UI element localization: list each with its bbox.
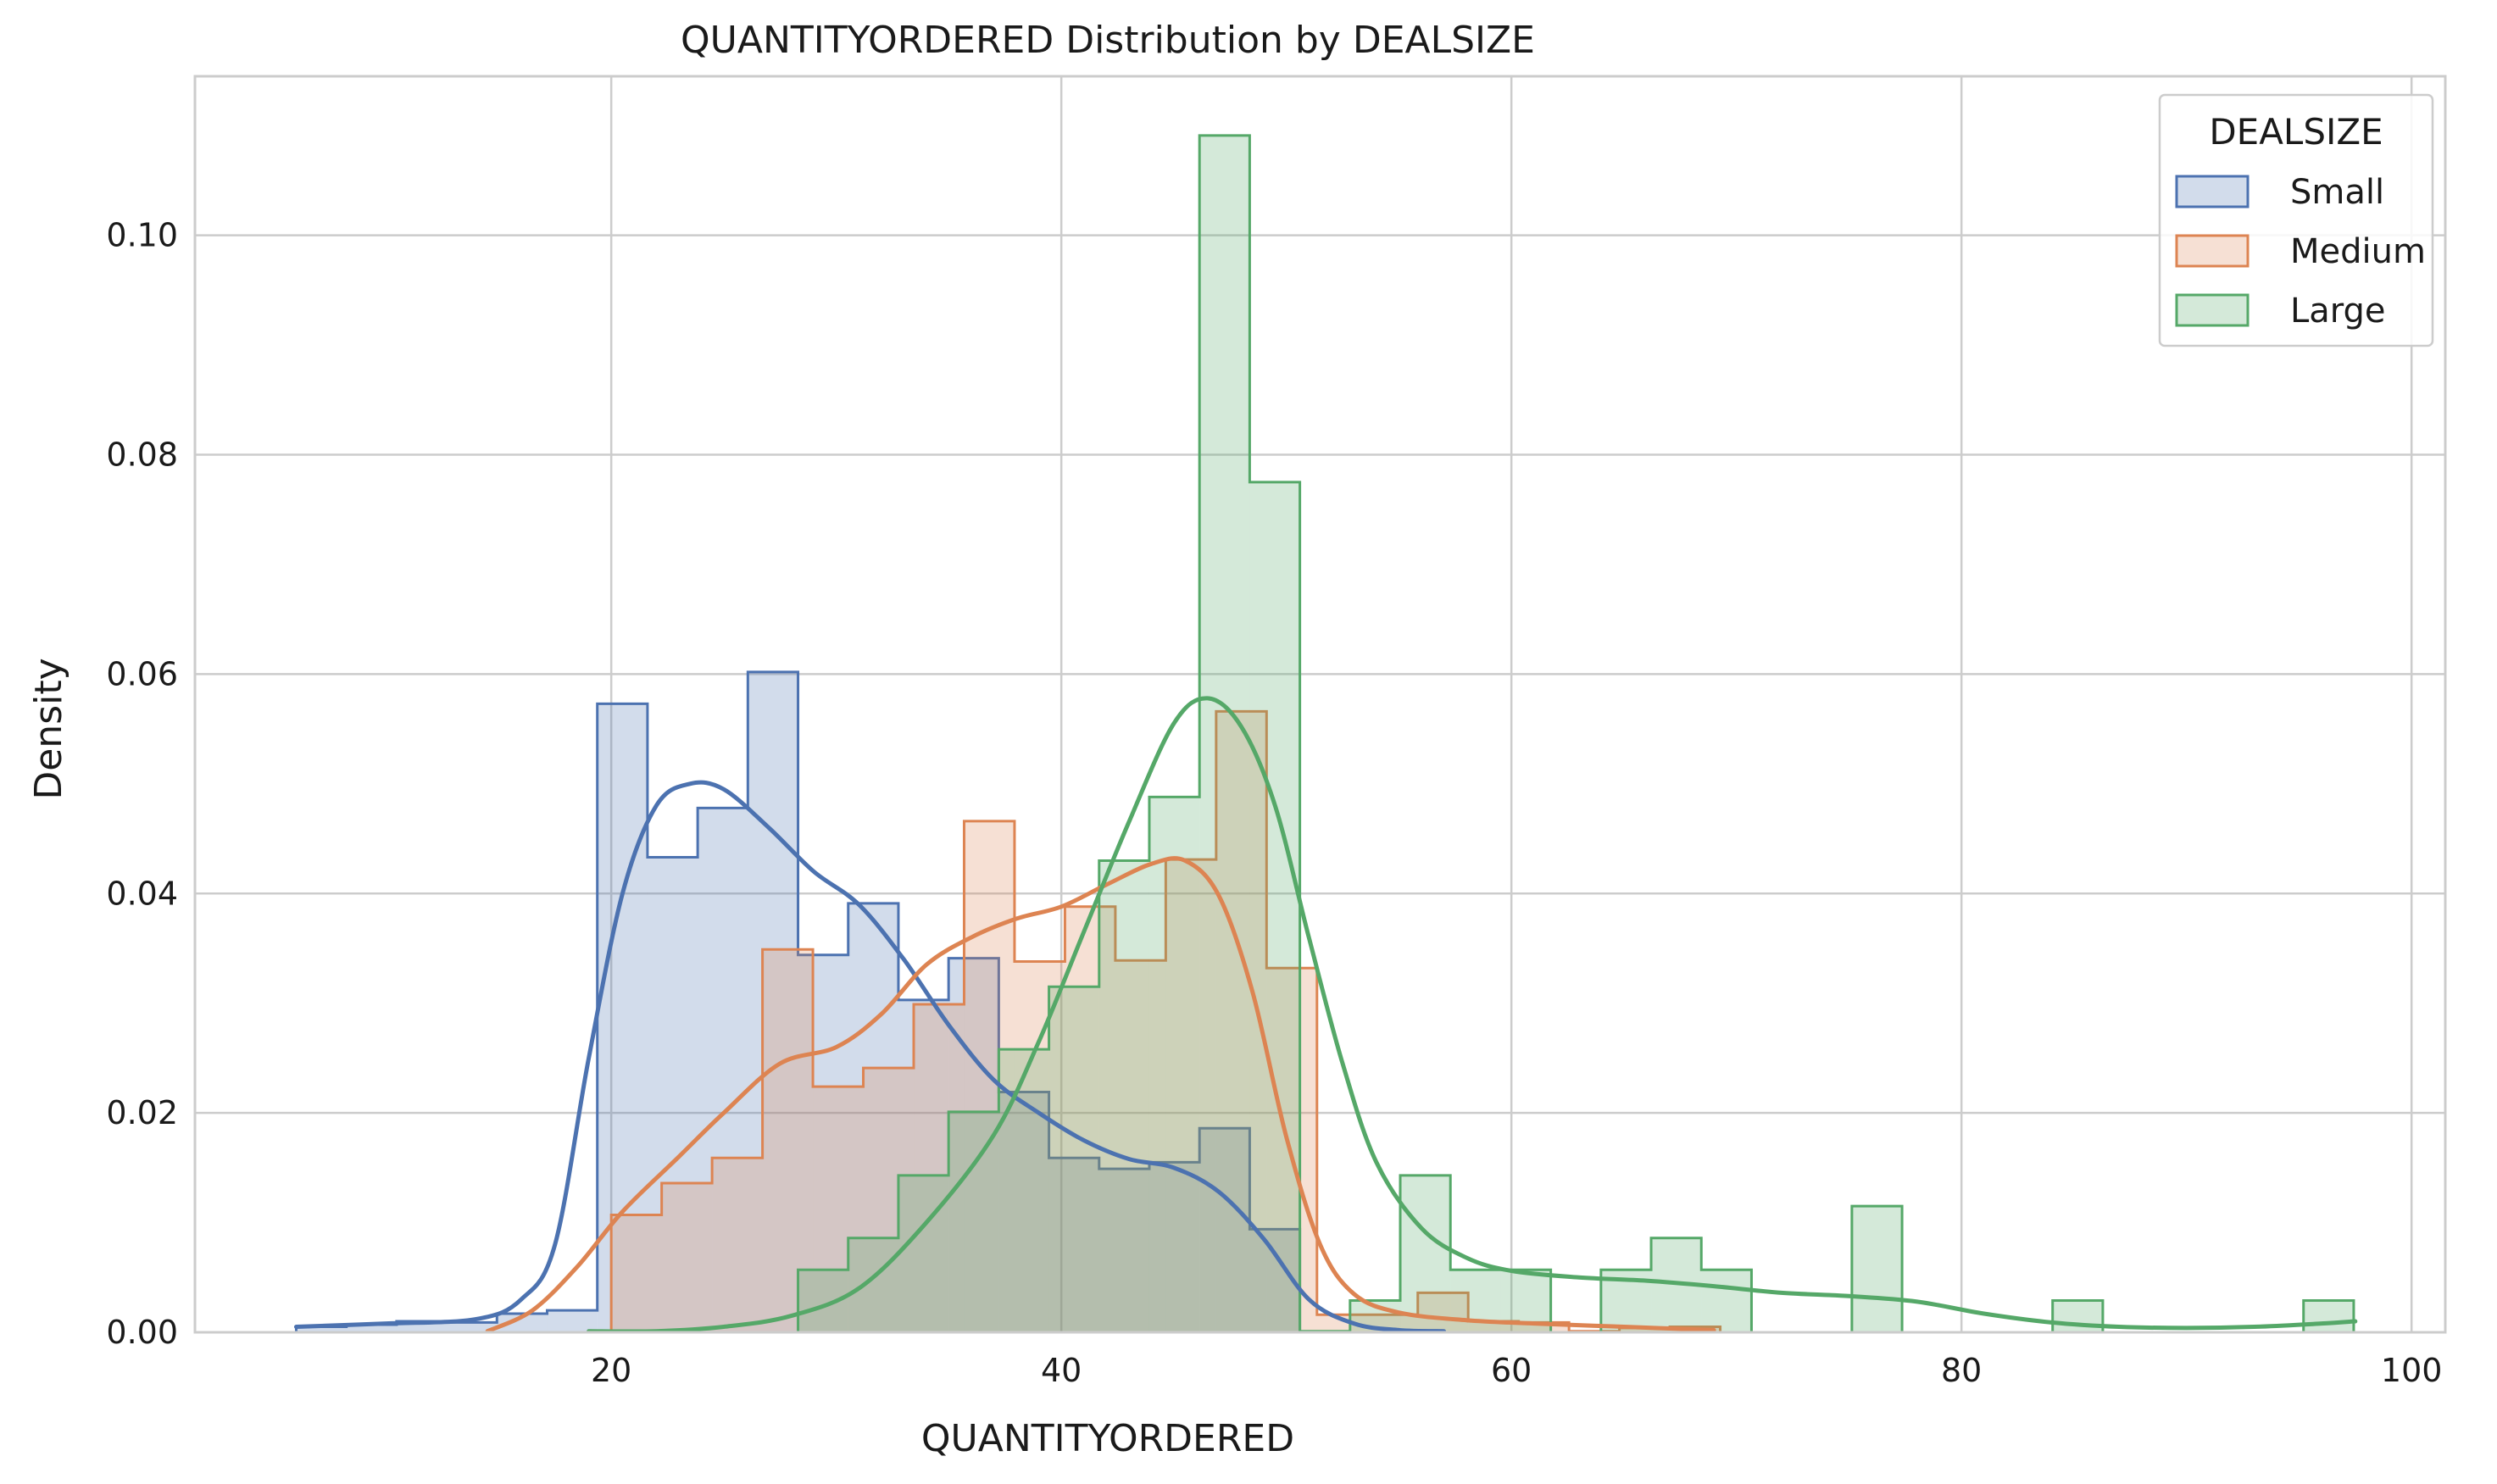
x-axis-label: QUANTITYORDERED — [921, 1417, 1294, 1460]
hist-bar-medium — [1619, 1327, 1671, 1332]
hist-bar-small — [1048, 1158, 1099, 1332]
hist-bar-medium — [863, 1068, 915, 1332]
hist-bar-small — [748, 671, 798, 1332]
hist-bar-medium — [1316, 1314, 1368, 1332]
hist-bar-small — [1148, 1162, 1200, 1332]
hist-bar-large — [848, 1237, 898, 1332]
hist-bar-small — [346, 1324, 397, 1332]
legend-swatch-medium — [2175, 234, 2250, 268]
kde-layer — [293, 696, 2358, 1334]
hist-bar-medium — [661, 1182, 713, 1332]
hist-bar-small — [647, 857, 698, 1332]
hist-bar-small — [898, 999, 949, 1332]
legend-label-medium: Medium — [2290, 232, 2426, 271]
chart-title: QUANTITYORDERED Distribution by DEALSIZE — [681, 19, 1535, 62]
plot-frame — [193, 75, 2447, 1334]
hist-bar-small — [698, 808, 748, 1332]
hist-bar-large — [1148, 797, 1200, 1332]
hist-bar-medium — [914, 1003, 965, 1332]
hist-bar-medium — [1115, 960, 1166, 1332]
hist-bar-large — [2303, 1300, 2354, 1332]
y-tick-label: 0.08 — [106, 436, 178, 474]
hist-bar-large — [1400, 1175, 1451, 1332]
hist-bar-small — [497, 1313, 548, 1332]
legend-swatch-small — [2175, 175, 2250, 208]
hist-bar-small — [998, 1092, 1049, 1332]
kde-line-medium — [485, 856, 1716, 1334]
x-tick-label: 20 — [591, 1352, 631, 1389]
hist-bar-large — [1048, 987, 1099, 1332]
x-tick-label: 80 — [1941, 1352, 1982, 1389]
hist-bar-large — [1098, 860, 1149, 1332]
hist-small — [294, 670, 1302, 1332]
hist-bar-medium — [1065, 906, 1115, 1332]
kde-line-large — [587, 696, 2358, 1334]
legend-label-large: Large — [2290, 292, 2386, 331]
hist-bar-large — [1249, 481, 1300, 1332]
hist-bar-large — [998, 1049, 1049, 1332]
hist-bar-large — [1701, 1270, 1752, 1332]
legend-swatch-large — [2175, 293, 2250, 327]
grid-lines — [195, 76, 2445, 1334]
hist-bar-small — [296, 1326, 347, 1332]
hist-bar-small — [597, 703, 648, 1332]
hist-bar-small — [1199, 1128, 1250, 1332]
x-tick-label: 60 — [1491, 1352, 1532, 1389]
hist-bar-small — [948, 958, 999, 1332]
hist-bar-medium — [1417, 1292, 1469, 1332]
hist-bar-large — [898, 1175, 949, 1332]
hist-bar-small — [547, 1310, 598, 1332]
y-axis-label: Density — [27, 658, 70, 799]
legend-box — [2158, 93, 2434, 347]
hist-bar-medium — [712, 1158, 763, 1332]
y-tick-label: 0.04 — [106, 875, 178, 912]
hist-bar-medium — [611, 1214, 662, 1332]
y-tick-label: 0.00 — [106, 1314, 178, 1351]
hist-bar-small — [1098, 1169, 1149, 1332]
hist-bar-medium — [1014, 961, 1065, 1332]
hist-bar-large — [1851, 1206, 1903, 1332]
x-tick-label: 100 — [2381, 1352, 2443, 1389]
kde-line-small — [293, 780, 1447, 1334]
legend-title: DEALSIZE — [2209, 111, 2383, 153]
legend-label-small: Small — [2290, 173, 2384, 212]
hist-bar-small — [447, 1322, 498, 1332]
histogram-layer — [294, 134, 2355, 1334]
hist-bar-medium — [762, 949, 814, 1332]
legend: DEALSIZE Small Medium Large — [2158, 93, 2434, 347]
hist-bar-medium — [1165, 859, 1216, 1332]
y-tick-label: 0.10 — [106, 217, 178, 254]
hist-bar-medium — [1518, 1322, 1570, 1332]
tick-labels: 20 40 60 80 100 0.00 0.02 0.04 0.06 0.08 0.10 — [106, 217, 2442, 1389]
y-tick-label: 0.06 — [106, 655, 178, 692]
x-tick-label: 40 — [1041, 1352, 1082, 1389]
hist-bar-large — [1199, 135, 1250, 1333]
hist-bar-large — [948, 1111, 999, 1332]
y-tick-label: 0.02 — [106, 1094, 178, 1131]
